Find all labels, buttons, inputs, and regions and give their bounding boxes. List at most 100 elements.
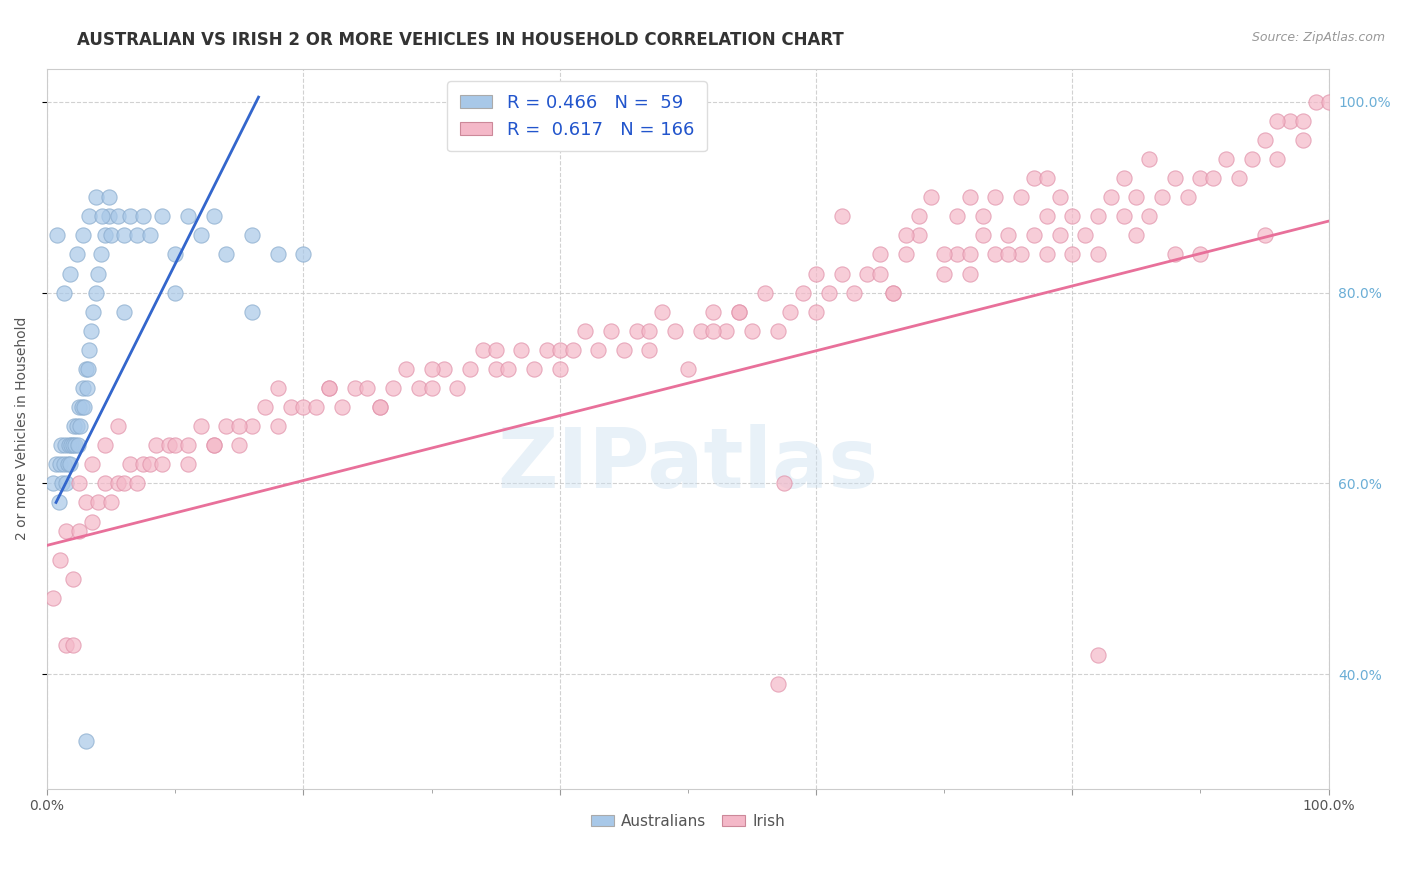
Point — [63, 419, 86, 434]
Point — [498, 362, 520, 376]
Point — [1240, 152, 1263, 166]
Point — [779, 304, 801, 318]
Point — [77, 362, 100, 376]
Point — [52, 285, 75, 300]
Point — [49, 457, 72, 471]
Point — [356, 381, 378, 395]
Point — [228, 419, 250, 434]
Point — [177, 457, 200, 471]
Point — [382, 381, 405, 395]
Point — [48, 495, 70, 509]
Point — [112, 228, 135, 243]
Point — [75, 495, 97, 509]
Point — [56, 457, 79, 471]
Point — [84, 285, 107, 300]
Point — [754, 285, 776, 300]
Point — [55, 524, 77, 538]
Point — [1279, 114, 1302, 128]
Point — [177, 210, 200, 224]
Point — [844, 285, 866, 300]
Point — [253, 400, 276, 414]
Point — [55, 476, 77, 491]
Point — [946, 210, 969, 224]
Point — [1253, 228, 1275, 243]
Point — [395, 362, 418, 376]
Point — [267, 247, 290, 261]
Point — [574, 324, 596, 338]
Point — [1112, 171, 1135, 186]
Point — [80, 457, 103, 471]
Point — [107, 476, 129, 491]
Point — [157, 438, 180, 452]
Point — [215, 419, 238, 434]
Point — [586, 343, 609, 357]
Point — [882, 285, 904, 300]
Point — [215, 247, 238, 261]
Point — [87, 267, 110, 281]
Point — [613, 343, 636, 357]
Point — [66, 438, 89, 452]
Point — [87, 495, 110, 509]
Point — [1137, 152, 1160, 166]
Point — [1035, 210, 1057, 224]
Point — [804, 267, 827, 281]
Point — [1125, 190, 1147, 204]
Point — [548, 343, 571, 357]
Point — [75, 362, 97, 376]
Point — [368, 400, 391, 414]
Point — [907, 210, 929, 224]
Point — [59, 267, 82, 281]
Point — [1087, 210, 1109, 224]
Point — [67, 524, 90, 538]
Point — [42, 476, 65, 491]
Point — [471, 343, 494, 357]
Point — [62, 438, 84, 452]
Point — [228, 438, 250, 452]
Point — [882, 285, 904, 300]
Point — [53, 438, 76, 452]
Point — [1164, 171, 1187, 186]
Legend: Australians, Irish: Australians, Irish — [585, 807, 792, 835]
Point — [408, 381, 430, 395]
Point — [93, 438, 115, 452]
Point — [42, 591, 65, 605]
Text: Source: ZipAtlas.com: Source: ZipAtlas.com — [1251, 31, 1385, 45]
Point — [107, 210, 129, 224]
Point — [65, 438, 87, 452]
Point — [446, 381, 468, 395]
Point — [62, 572, 84, 586]
Point — [1305, 95, 1327, 109]
Point — [766, 676, 789, 690]
Point — [773, 476, 796, 491]
Point — [984, 190, 1007, 204]
Point — [1189, 171, 1212, 186]
Point — [79, 210, 101, 224]
Point — [1253, 133, 1275, 147]
Point — [959, 267, 981, 281]
Point — [190, 228, 212, 243]
Point — [51, 476, 73, 491]
Point — [1035, 171, 1057, 186]
Point — [1010, 247, 1032, 261]
Point — [305, 400, 328, 414]
Point — [728, 304, 751, 318]
Point — [869, 247, 891, 261]
Point — [65, 419, 87, 434]
Point — [112, 476, 135, 491]
Point — [1087, 247, 1109, 261]
Point — [330, 400, 353, 414]
Point — [1099, 190, 1122, 204]
Point — [959, 247, 981, 261]
Point — [202, 210, 225, 224]
Point — [120, 210, 142, 224]
Point — [458, 362, 481, 376]
Text: AUSTRALIAN VS IRISH 2 OR MORE VEHICLES IN HOUSEHOLD CORRELATION CHART: AUSTRALIAN VS IRISH 2 OR MORE VEHICLES I… — [77, 31, 844, 49]
Point — [240, 228, 263, 243]
Point — [638, 343, 661, 357]
Point — [52, 457, 75, 471]
Point — [125, 476, 148, 491]
Point — [804, 304, 827, 318]
Point — [1202, 171, 1225, 186]
Point — [75, 734, 97, 748]
Point — [97, 190, 120, 204]
